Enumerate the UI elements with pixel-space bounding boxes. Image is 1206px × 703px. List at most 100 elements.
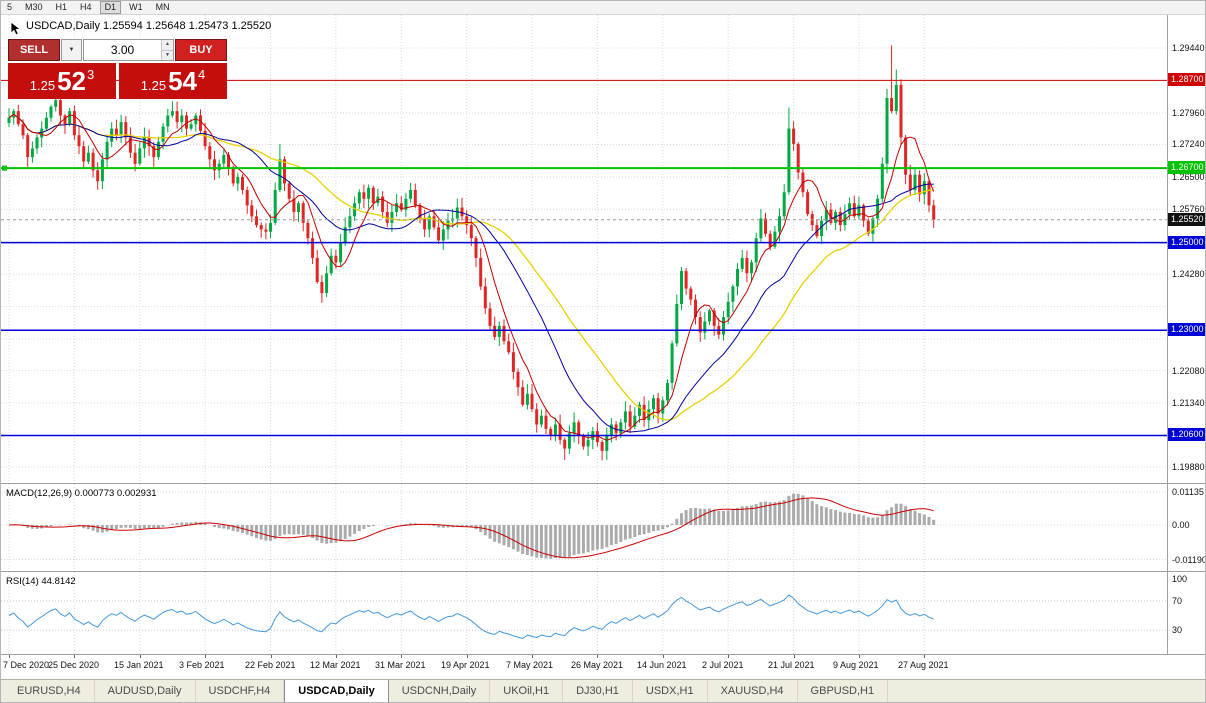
x-axis-tick bbox=[794, 655, 795, 658]
rsi-axis-label: 100 bbox=[1172, 574, 1188, 584]
sell-price-display[interactable]: 1.25 52 3 bbox=[8, 63, 116, 99]
macd-indicator-label: MACD(12,26,9) 0.000773 0.002931 bbox=[6, 488, 157, 499]
x-axis-label: 7 Dec 2020 bbox=[3, 660, 50, 670]
timeframe-button-5[interactable]: 5 bbox=[7, 2, 13, 12]
timeframe-button-W1[interactable]: W1 bbox=[129, 2, 143, 12]
sell-button[interactable]: SELL bbox=[8, 39, 60, 61]
chart-title: USDCAD,Daily 1.25594 1.25648 1.25473 1.2… bbox=[26, 20, 272, 32]
price-line-badge: 1.25000 bbox=[1168, 236, 1205, 249]
y-axis-label: 1.21340 bbox=[1172, 398, 1205, 408]
x-axis-label: 31 Mar 2021 bbox=[375, 660, 426, 670]
x-axis-label: 14 Jun 2021 bbox=[637, 660, 687, 670]
x-axis-label: 21 Jul 2021 bbox=[768, 660, 815, 670]
x-axis-label: 7 May 2021 bbox=[506, 660, 554, 670]
timeframe-toolbar: 5 M30 H1 H4 D1 W1 MN bbox=[1, 1, 1205, 15]
chart-tab-bar: EURUSD,H4 AUDUSD,Daily USDCHF,H4 USDCAD,Dai… bbox=[1, 679, 1205, 702]
panel-separator bbox=[1, 654, 1205, 655]
panel-separator[interactable] bbox=[1, 571, 1205, 572]
arrow-up-icon: ▲ bbox=[165, 41, 170, 47]
price-line-badge: 1.28700 bbox=[1168, 73, 1205, 86]
sell-price-point: 3 bbox=[87, 67, 95, 82]
price-line-badge: 1.23000 bbox=[1168, 323, 1205, 336]
y-axis-label: 1.29440 bbox=[1172, 43, 1205, 53]
chart-tab-gbpusd-h1[interactable]: GBPUSD,H1 bbox=[798, 680, 889, 702]
chart-tab-usdcnh-daily[interactable]: USDCNH,Daily bbox=[389, 680, 491, 702]
mouse-cursor-icon bbox=[10, 21, 21, 41]
chart-tab-dj30-h1[interactable]: DJ30,H1 bbox=[563, 680, 633, 702]
timeframe-button-H1[interactable]: H1 bbox=[55, 2, 68, 12]
rsi-axis-label: 30 bbox=[1172, 625, 1183, 635]
buy-price-prefix: 1.25 bbox=[140, 78, 167, 93]
price-line-badge: 1.20600 bbox=[1168, 428, 1205, 441]
volume-increase-button[interactable]: ▲ bbox=[162, 40, 173, 50]
x-axis-label: 26 May 2021 bbox=[571, 660, 624, 670]
x-axis-tick bbox=[597, 655, 598, 658]
chart-tab-eurusd-h4[interactable]: EURUSD,H4 bbox=[4, 680, 95, 702]
y-axis-label: 1.24280 bbox=[1172, 269, 1205, 279]
date-axis[interactable] bbox=[1, 655, 1205, 679]
timeframe-button-D1[interactable]: D1 bbox=[99, 1, 122, 14]
buy-price-display[interactable]: 1.25 54 4 bbox=[119, 63, 227, 99]
x-axis-label: 25 Dec 2020 bbox=[48, 660, 100, 670]
chevron-down-icon: ▼ bbox=[68, 47, 75, 53]
timeframe-button-MN[interactable]: MN bbox=[155, 2, 170, 12]
x-axis-label: 19 Apr 2021 bbox=[441, 660, 490, 670]
green-line-handle[interactable] bbox=[2, 165, 7, 171]
ma-fast-line bbox=[8, 113, 935, 441]
x-axis-label: 12 Mar 2021 bbox=[310, 660, 361, 670]
chart-tab-usdchf-h4[interactable]: USDCHF,H4 bbox=[196, 680, 285, 702]
volume-input[interactable] bbox=[84, 40, 173, 60]
buy-button[interactable]: BUY bbox=[175, 39, 227, 61]
x-axis-tick bbox=[205, 655, 206, 658]
x-axis-label: 22 Feb 2021 bbox=[245, 660, 296, 670]
ma-mid-line bbox=[8, 113, 934, 433]
x-axis-tick bbox=[140, 655, 141, 658]
ma-slow-line bbox=[8, 113, 934, 421]
panel-separator[interactable] bbox=[1, 483, 1205, 484]
volume-dropdown[interactable]: ▼ bbox=[61, 39, 82, 61]
x-axis-tick bbox=[728, 655, 729, 658]
y-axis-label: 1.26500 bbox=[1172, 172, 1205, 182]
chart-tab-ukoil-h1[interactable]: UKOil,H1 bbox=[490, 680, 564, 702]
rsi-indicator-panel[interactable] bbox=[1, 572, 1167, 654]
chart-tab-audusd-daily[interactable]: AUDUSD,Daily bbox=[95, 680, 196, 702]
x-axis-tick bbox=[9, 655, 10, 658]
macd-histogram bbox=[12, 493, 936, 559]
buy-price-point: 4 bbox=[198, 67, 206, 82]
x-axis-tick bbox=[532, 655, 533, 658]
y-axis-label: 1.27960 bbox=[1172, 108, 1205, 118]
horizontal-level-lines[interactable] bbox=[1, 79, 1167, 437]
current-price-badge: 1.25520 bbox=[1168, 213, 1205, 226]
macd-indicator-panel[interactable] bbox=[1, 484, 1167, 571]
y-axis-label: 1.27240 bbox=[1172, 139, 1205, 149]
x-axis-tick bbox=[924, 655, 925, 658]
macd-signal-line bbox=[8, 497, 934, 559]
x-axis-tick bbox=[336, 655, 337, 658]
candles bbox=[7, 45, 936, 461]
buy-price-pips: 54 bbox=[168, 66, 197, 96]
x-axis-label: 15 Jan 2021 bbox=[114, 660, 164, 670]
x-axis-label: 2 Jul 2021 bbox=[702, 660, 744, 670]
sell-price-pips: 52 bbox=[57, 66, 86, 96]
timeframe-button-M30[interactable]: M30 bbox=[25, 2, 43, 12]
price-line-badge: 1.26700 bbox=[1168, 161, 1205, 174]
y-axis-label: 1.22080 bbox=[1172, 366, 1205, 376]
main-price-chart[interactable] bbox=[1, 15, 1167, 483]
x-axis-tick bbox=[74, 655, 75, 658]
volume-decrease-button[interactable]: ▼ bbox=[162, 49, 173, 60]
rsi-axis-label: 70 bbox=[1172, 596, 1183, 606]
y-axis-label: 1.25760 bbox=[1172, 204, 1205, 214]
sell-price-prefix: 1.25 bbox=[29, 78, 56, 93]
macd-axis-label: 0.01135 bbox=[1172, 487, 1204, 497]
chart-tab-xauusd-h4[interactable]: XAUUSD,H4 bbox=[708, 680, 798, 702]
x-axis-label: 3 Feb 2021 bbox=[179, 660, 225, 670]
y-axis-label: 1.19880 bbox=[1172, 462, 1205, 472]
chart-tab-usdcad-daily[interactable]: USDCAD,Daily bbox=[284, 680, 389, 702]
rsi-indicator-label: RSI(14) 44.8142 bbox=[6, 576, 76, 587]
chart-tab-usdx-h1[interactable]: USDX,H1 bbox=[633, 680, 708, 702]
x-axis-tick bbox=[271, 655, 272, 658]
arrow-down-icon: ▼ bbox=[165, 51, 170, 58]
volume-field: ▲ ▼ bbox=[83, 39, 174, 61]
timeframe-button-H4[interactable]: H4 bbox=[80, 2, 92, 12]
